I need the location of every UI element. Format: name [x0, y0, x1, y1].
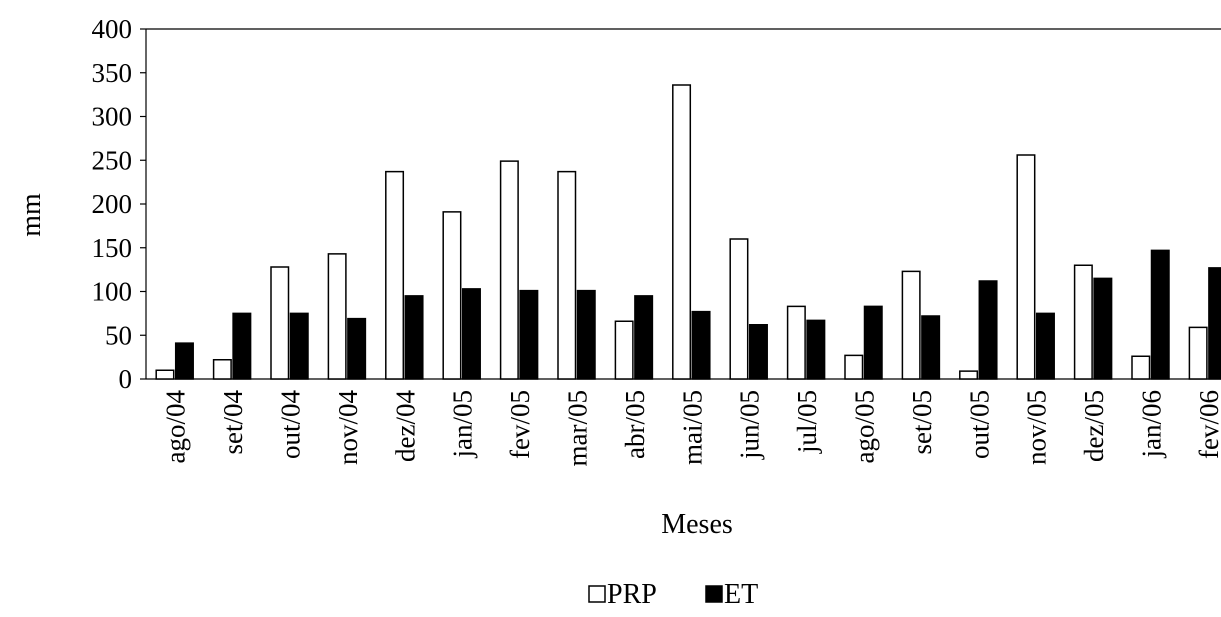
y-tick-label: 50 [105, 320, 132, 350]
x-tick-label: dez/04 [390, 390, 420, 462]
bar-prp-jun-05 [729, 238, 749, 380]
bar-et-mai-05 [691, 310, 711, 380]
x-tick-label: jan/06 [1137, 390, 1167, 459]
y-tick-label: 150 [92, 233, 133, 263]
x-tick-label: set/05 [907, 390, 937, 455]
y-tick-label: 300 [92, 102, 133, 132]
y-tick-label: 0 [119, 364, 133, 394]
bar-et-fev-06 [1208, 267, 1221, 380]
x-tick-label: fev/05 [505, 390, 535, 459]
x-tick-label: mai/05 [677, 390, 707, 465]
bar-et-jan-05 [461, 288, 481, 380]
y-tick-label: 350 [92, 58, 133, 88]
bar-et-out-05 [978, 280, 998, 380]
x-axis-ticks: ago/04 set/04 out/04 nov/04 dez/04 jan/05 fev/… [161, 390, 1221, 467]
x-tick-label: jun/05 [735, 390, 765, 460]
legend-label-et: ET [724, 579, 758, 610]
x-tick-label: nov/05 [1022, 390, 1052, 465]
bar-et-abr-05 [634, 295, 654, 380]
x-tick-label: out/05 [964, 390, 994, 459]
bar-prp-nov-05 [1016, 154, 1036, 380]
bar-et-mar-05 [576, 289, 596, 380]
x-tick-label: dez/05 [1079, 390, 1109, 462]
x-tick-label: fev/06 [1194, 390, 1221, 459]
bar-prp-mai-05 [672, 84, 692, 380]
bar-et-ago-04 [174, 342, 194, 380]
bar-prp-jul-05 [786, 305, 806, 380]
bar-prp-ago-05 [844, 354, 864, 380]
y-tick-label: 250 [92, 145, 133, 175]
y-axis-ticks: 0 50 100 150 200 250 300 350 400 [92, 14, 146, 394]
bar-prp-set-04 [212, 359, 232, 380]
bars [155, 84, 1221, 380]
bar-prp-nov-04 [327, 253, 347, 380]
bar-prp-fev-06 [1188, 326, 1208, 380]
x-axis-title: Meses [661, 509, 733, 540]
bar-et-set-04 [232, 312, 252, 380]
x-tick-label: nov/04 [333, 390, 363, 466]
legend-swatch-et [705, 585, 723, 603]
bar-prp-set-05 [901, 270, 921, 380]
bar-et-jun-05 [748, 324, 768, 380]
x-tick-label: out/04 [276, 390, 306, 460]
bar-prp-jan-05 [442, 211, 462, 380]
bar-et-fev-05 [519, 289, 539, 380]
x-tick-label: jul/05 [792, 390, 822, 454]
x-tick-label: ago/04 [161, 390, 191, 464]
legend: PRP ET [588, 579, 758, 610]
bar-prp-mar-05 [557, 170, 577, 380]
x-tick-label: set/04 [218, 390, 248, 455]
bar-et-jul-05 [806, 319, 826, 380]
bar-prp-ago-04 [155, 369, 175, 380]
x-tick-label: jan/05 [448, 390, 478, 459]
y-axis-title: mm [16, 193, 47, 237]
x-tick-label: ago/05 [850, 390, 880, 464]
bar-et-nov-05 [1035, 312, 1055, 380]
x-tick-label: abr/05 [620, 390, 650, 459]
bar-prp-out-04 [270, 266, 290, 380]
legend-swatch-prp [588, 585, 606, 603]
y-tick-label: 200 [92, 189, 133, 219]
y-tick-label: 400 [92, 14, 133, 44]
bar-prp-dez-05 [1073, 264, 1093, 380]
bar-et-out-04 [289, 312, 309, 380]
bar-prp-dez-04 [385, 170, 405, 380]
bar-et-set-05 [921, 315, 941, 380]
bar-et-dez-04 [404, 295, 424, 380]
legend-label-prp: PRP [607, 579, 657, 610]
bar-et-nov-04 [347, 317, 367, 380]
y-tick-label: 100 [92, 277, 133, 307]
bar-prp-fev-05 [499, 160, 519, 380]
x-tick-label: mar/05 [563, 390, 593, 466]
bar-et-dez-05 [1093, 277, 1113, 380]
bar-prp-out-05 [959, 370, 979, 380]
bar-prp-abr-05 [614, 320, 634, 380]
bar-et-jan-06 [1150, 249, 1170, 380]
bar-et-ago-05 [863, 305, 883, 380]
bar-prp-jan-06 [1131, 355, 1151, 380]
